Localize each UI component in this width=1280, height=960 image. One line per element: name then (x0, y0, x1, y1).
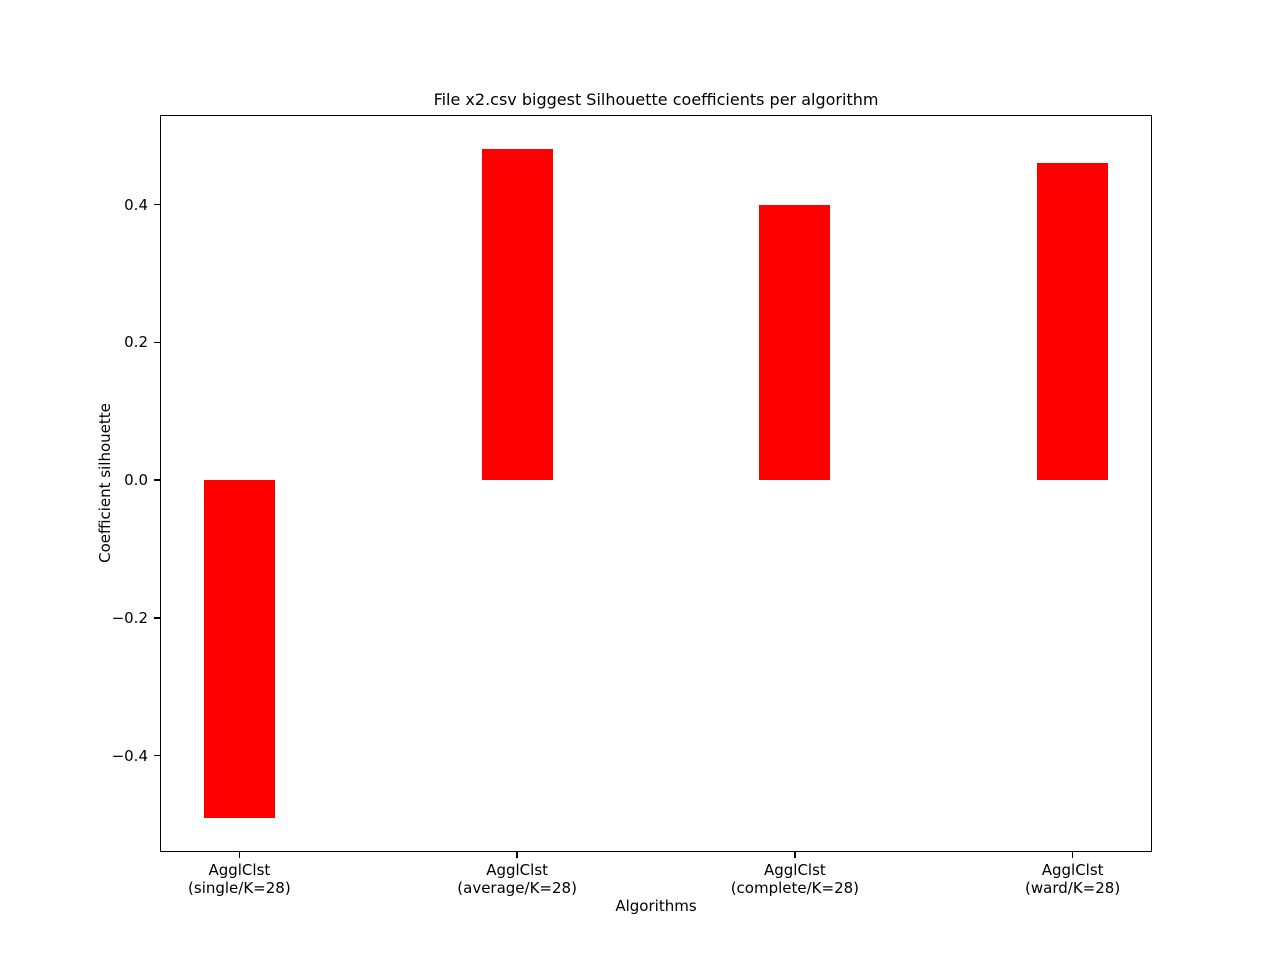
x-tick-label: AgglClst (ward/K=28) (963, 861, 1183, 897)
y-tick-label: −0.4 (111, 746, 148, 765)
y-tick-mark (154, 754, 160, 757)
x-tick-label: AgglClst (average/K=28) (407, 861, 627, 897)
y-tick-label: −0.2 (111, 608, 148, 627)
bar (481, 149, 553, 481)
x-tick-mark (1071, 852, 1074, 858)
x-tick-label: AgglClst (single/K=28) (129, 861, 349, 897)
x-tick-mark (238, 852, 241, 858)
x-tick-label: AgglClst (complete/K=28) (685, 861, 905, 897)
x-tick-mark (794, 852, 796, 858)
y-tick-mark (154, 617, 160, 619)
bar (203, 480, 275, 818)
x-tick-label-line2: (single/K=28) (188, 879, 291, 897)
x-tick-label-line1: AgglClst (1041, 861, 1104, 879)
x-tick-label-line2: (ward/K=28) (1025, 879, 1121, 897)
x-tick-label-line1: AgglClst (486, 861, 549, 879)
y-tick-label: 0.4 (124, 195, 148, 214)
y-tick-mark (154, 203, 160, 206)
x-tick-label-line2: (average/K=28) (457, 879, 577, 897)
x-tick-label-line1: AgglClst (763, 861, 826, 879)
x-axis-label: Algorithms (615, 897, 697, 915)
plot-area (160, 115, 1152, 852)
y-tick-label: 0.2 (124, 333, 148, 352)
y-tick-mark (154, 479, 160, 481)
x-tick-label-line1: AgglClst (208, 861, 271, 879)
x-tick-label-line2: (complete/K=28) (730, 879, 860, 897)
y-tick-mark (154, 341, 160, 343)
x-tick-mark (516, 852, 518, 858)
y-tick-label: 0.0 (124, 471, 148, 490)
bar (759, 204, 831, 481)
bar (1037, 163, 1109, 481)
chart-title: File x2.csv biggest Silhouette coefficie… (433, 90, 879, 109)
